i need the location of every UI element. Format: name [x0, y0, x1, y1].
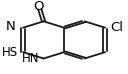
Text: Cl: Cl	[110, 21, 123, 34]
Text: HS: HS	[2, 46, 18, 59]
Text: O: O	[33, 0, 44, 13]
Text: N: N	[6, 20, 15, 33]
Text: HN: HN	[22, 52, 40, 65]
